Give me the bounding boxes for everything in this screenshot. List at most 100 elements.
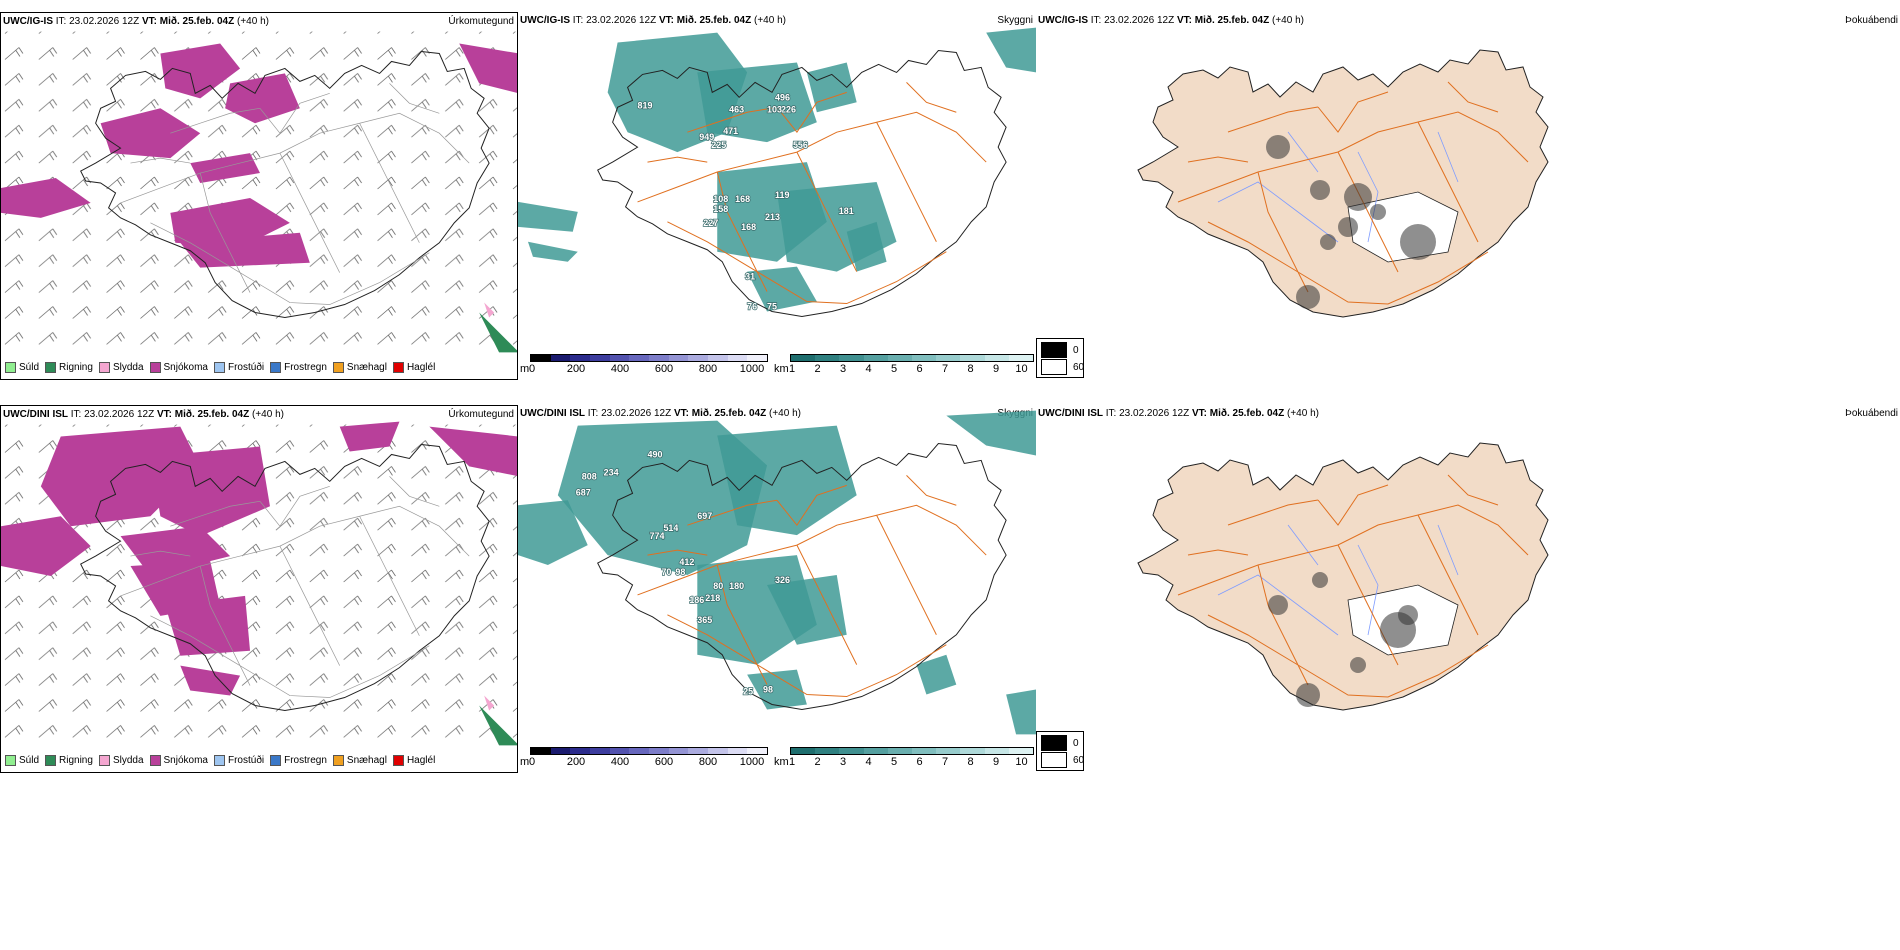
cloud-base-value: 808	[582, 471, 597, 481]
it-label: IT:	[1090, 15, 1102, 26]
fog-legend-white	[1041, 359, 1067, 375]
cloud-base-tick: 200	[566, 756, 586, 768]
visibility-tick: 10	[1015, 363, 1028, 375]
cloud-base-color-cell	[531, 748, 551, 754]
precip-legend-swatch	[392, 755, 404, 766]
visibility-tick: 7	[941, 363, 949, 375]
cloud-base-value: 496	[775, 92, 790, 102]
fog-indicator-spot	[1400, 224, 1436, 260]
precip-legend-swatch	[45, 362, 57, 373]
vt-value: Mið. 25.feb. 04Z	[1194, 15, 1270, 26]
visibility-tick: 4	[865, 756, 872, 768]
vt-label: VT:	[658, 15, 674, 26]
visibility-tick: 9	[992, 756, 1000, 768]
visibility-tick: 3	[839, 756, 847, 768]
fog-indicator-spot	[1398, 605, 1418, 625]
vt-value: Mið. 25.feb. 04Z	[676, 15, 752, 26]
visibility-color-cell	[936, 355, 961, 361]
cloud-base-color-cell	[531, 355, 551, 361]
cloud-base-value: 180	[729, 581, 744, 591]
model-name: UWC/IG-IS	[3, 16, 53, 27]
precip-legend-item: Rigning	[45, 362, 93, 373]
cloud-base-unit: m	[520, 756, 530, 768]
vt-label: VT:	[673, 408, 689, 419]
fog-indicator-spot	[1296, 285, 1320, 309]
low-visibility-area	[806, 62, 857, 113]
precip-legend-label: Rigning	[59, 362, 93, 373]
lead-time: (+40 h)	[769, 408, 801, 419]
vt-label: VT:	[1176, 15, 1192, 26]
fog-indicator-spot	[1266, 135, 1290, 159]
cloud-base-tick: 1000	[739, 756, 765, 768]
cloud-base-tick: 800	[698, 363, 718, 375]
snow-area	[459, 43, 517, 93]
cloud-base-tick: 0	[528, 756, 536, 768]
cloud-base-color-cell	[747, 748, 768, 754]
panel-header: UWC/DINI ISL IT: 23.02.2026 12Z VT: Mið.…	[520, 408, 801, 419]
cloud-base-tick: 800	[698, 756, 718, 768]
precip-legend-swatch	[332, 755, 344, 766]
precip-legend-label: Rigning	[59, 755, 93, 766]
cloud-base-color-cell	[609, 355, 630, 361]
precip-legend-label: Snjókoma	[163, 362, 208, 373]
visibility-tick: 4	[865, 363, 872, 375]
vt-label: VT:	[156, 409, 172, 420]
precip-legend-label: Súld	[19, 755, 40, 766]
cloud-base-value: 949	[699, 132, 714, 142]
vt-value: Mið. 25.feb. 04Z	[174, 409, 250, 420]
cloud-base-tick: 0	[528, 363, 536, 375]
cloud-base-tick: 400	[610, 363, 630, 375]
visibility-color-cell	[815, 748, 840, 754]
precip-legend-swatch	[5, 755, 16, 766]
visibility-colorbar: km 1 2 3 4 5 6 7 8 9 10	[774, 747, 1036, 771]
cloud-base-value: 556	[793, 140, 808, 150]
precip-legend-label: Frostúði	[227, 755, 265, 766]
cloud-base-value: 186	[689, 595, 704, 605]
cloud-base-color-cell	[609, 748, 630, 754]
cloud-base-value: 514	[663, 523, 678, 533]
cloud-base-value: 218	[705, 593, 720, 603]
snow-area	[180, 232, 310, 268]
visibility-colorbar: km 1 2 3 4 5 6 7 8 9 10	[774, 354, 1036, 378]
precip-legend-item: Frostúði	[213, 755, 265, 766]
rain-area	[479, 312, 517, 353]
precip-legend-item: Haglél	[392, 755, 436, 766]
it-label: IT:	[1105, 408, 1117, 419]
cloud-base-tick: 600	[654, 363, 674, 375]
precip-legend-item: Snjókoma	[149, 362, 208, 373]
precip-legend-swatch	[270, 755, 282, 766]
precip-legend-label: Haglél	[406, 755, 436, 766]
fog-legend-bottom: 60	[1073, 754, 1085, 766]
cloud-base-value: 168	[735, 194, 750, 204]
visibility-tick: 2	[814, 363, 821, 375]
fog-map	[1137, 49, 1549, 318]
fog-legend-black	[1041, 735, 1067, 751]
visibility-tick: 8	[967, 756, 974, 768]
lead-time: (+40 h)	[252, 409, 284, 420]
panel-header: UWC/IG-IS IT: 23.02.2026 12Z VT: Mið. 25…	[3, 16, 269, 27]
visibility-tick: 9	[992, 363, 1000, 375]
cloud-base-color-cell	[708, 748, 728, 754]
precip-legend-swatch	[392, 362, 404, 373]
cloud-base-color-cell	[629, 748, 650, 754]
it-value: 23.02.2026 12Z	[84, 409, 155, 420]
precip-legend-label: Haglél	[406, 362, 436, 373]
precip-legend-item: Haglél	[392, 362, 436, 373]
cloud-base-value: 98	[675, 567, 685, 577]
cloud-base-value: 98	[763, 685, 773, 695]
precip-legend-item: Rigning	[45, 755, 93, 766]
it-label: IT:	[55, 16, 67, 27]
precip-map	[1, 421, 517, 746]
cloud-base-tick: 1000	[739, 363, 765, 375]
cloud-base-color-cell	[727, 355, 748, 361]
fog-indicator-panel: UWC/DINI ISL IT: 23.02.2026 12Z VT: Mið.…	[1036, 405, 1900, 773]
panel-title: Úrkomutegund	[448, 409, 514, 420]
visibility-color-cell	[960, 748, 985, 754]
visibility-color-cell	[791, 748, 816, 754]
low-visibility-area	[846, 221, 887, 272]
model-name: UWC/DINI ISL	[520, 408, 585, 419]
cloud-base-color-cell	[649, 748, 669, 754]
cloud-base-value: 471	[723, 126, 738, 136]
